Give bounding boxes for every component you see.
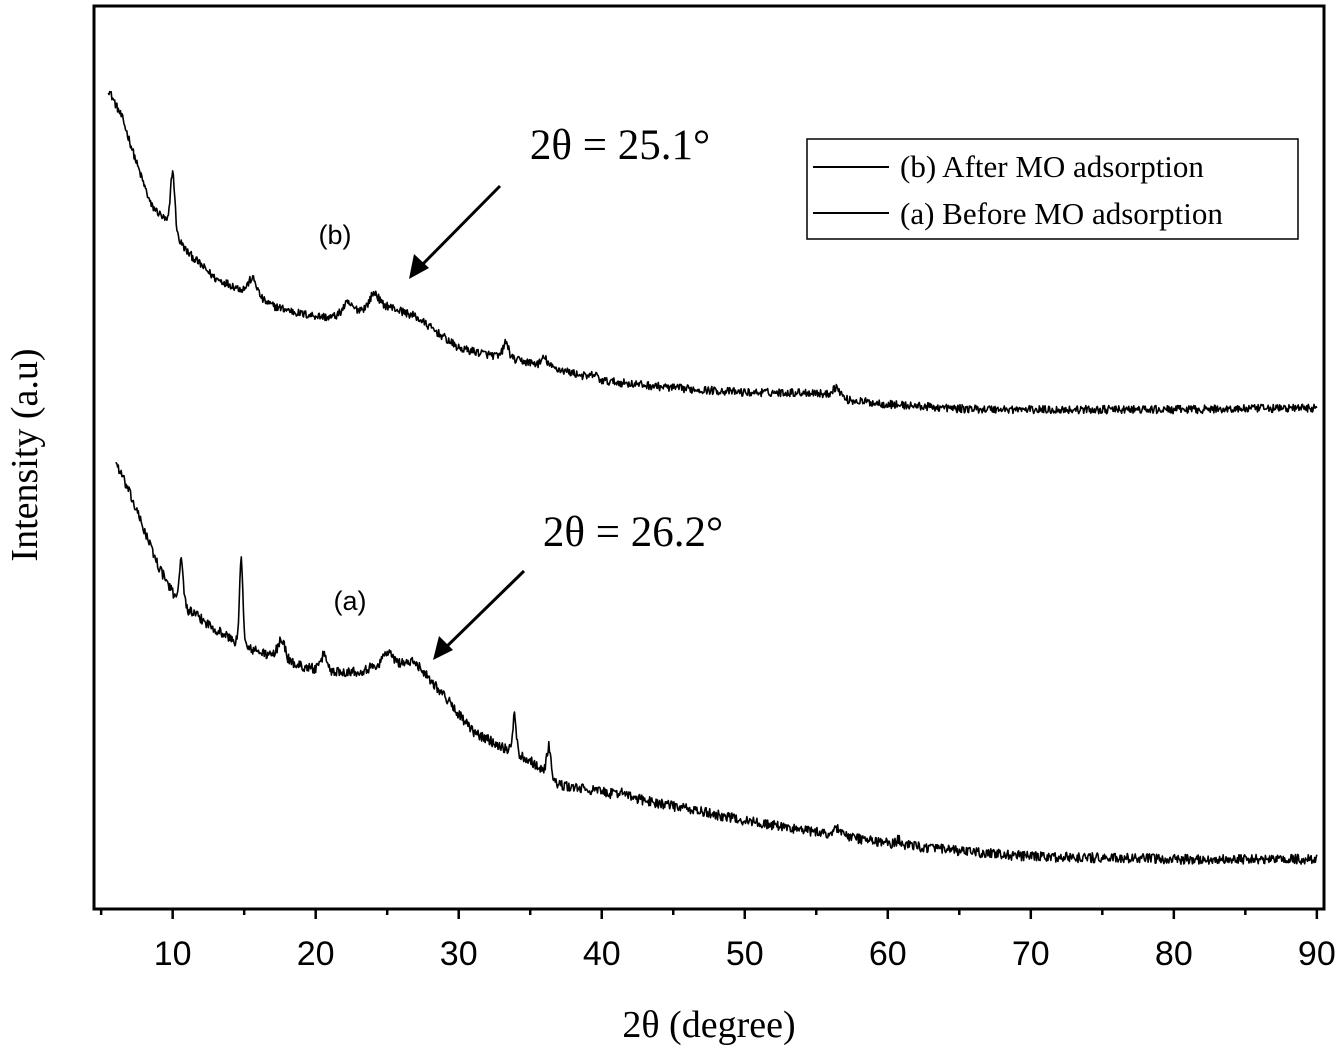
x-axis-tick-labels: 10 20 30 40 50 60 70 80 90	[154, 935, 1335, 973]
legend-entry-b: (b) After MO adsorption	[900, 149, 1204, 184]
annotation-a-arrow	[436, 569, 526, 657]
series-label-b: (b)	[319, 220, 352, 250]
annotation-a-text: 2θ = 26.2°	[543, 509, 723, 556]
x-tick-label: 80	[1155, 935, 1193, 973]
x-tick-label: 10	[154, 935, 192, 973]
x-tick-label: 50	[726, 935, 764, 973]
series-a-line	[115, 462, 1318, 866]
x-tick-label: 40	[583, 935, 621, 973]
series-label-a: (a)	[334, 586, 367, 616]
annotation-b-arrowhead	[409, 254, 429, 279]
plot-frame	[92, 4, 1326, 911]
x-axis-title: 2θ (degree)	[622, 1004, 795, 1046]
legend: (b) After MO adsorption (a) Before MO ad…	[806, 138, 1299, 240]
annotation-b-arrow	[411, 184, 502, 276]
x-axis-ticks	[99, 909, 1319, 919]
y-axis-title: Intensity (a.u)	[4, 348, 46, 561]
x-tick-label: 90	[1298, 935, 1335, 973]
x-tick-label: 60	[869, 935, 907, 973]
x-tick-label: 70	[1012, 935, 1050, 973]
x-tick-label: 20	[297, 935, 335, 973]
series-b-line	[107, 90, 1318, 415]
annotation-a-arrowhead	[433, 636, 453, 660]
x-tick-label: 30	[440, 935, 478, 973]
legend-box	[806, 138, 1299, 240]
legend-entry-a: (a) Before MO adsorption	[900, 196, 1223, 231]
series-layer	[107, 90, 1318, 866]
annotation-b-text: 2θ = 25.1°	[530, 122, 710, 169]
